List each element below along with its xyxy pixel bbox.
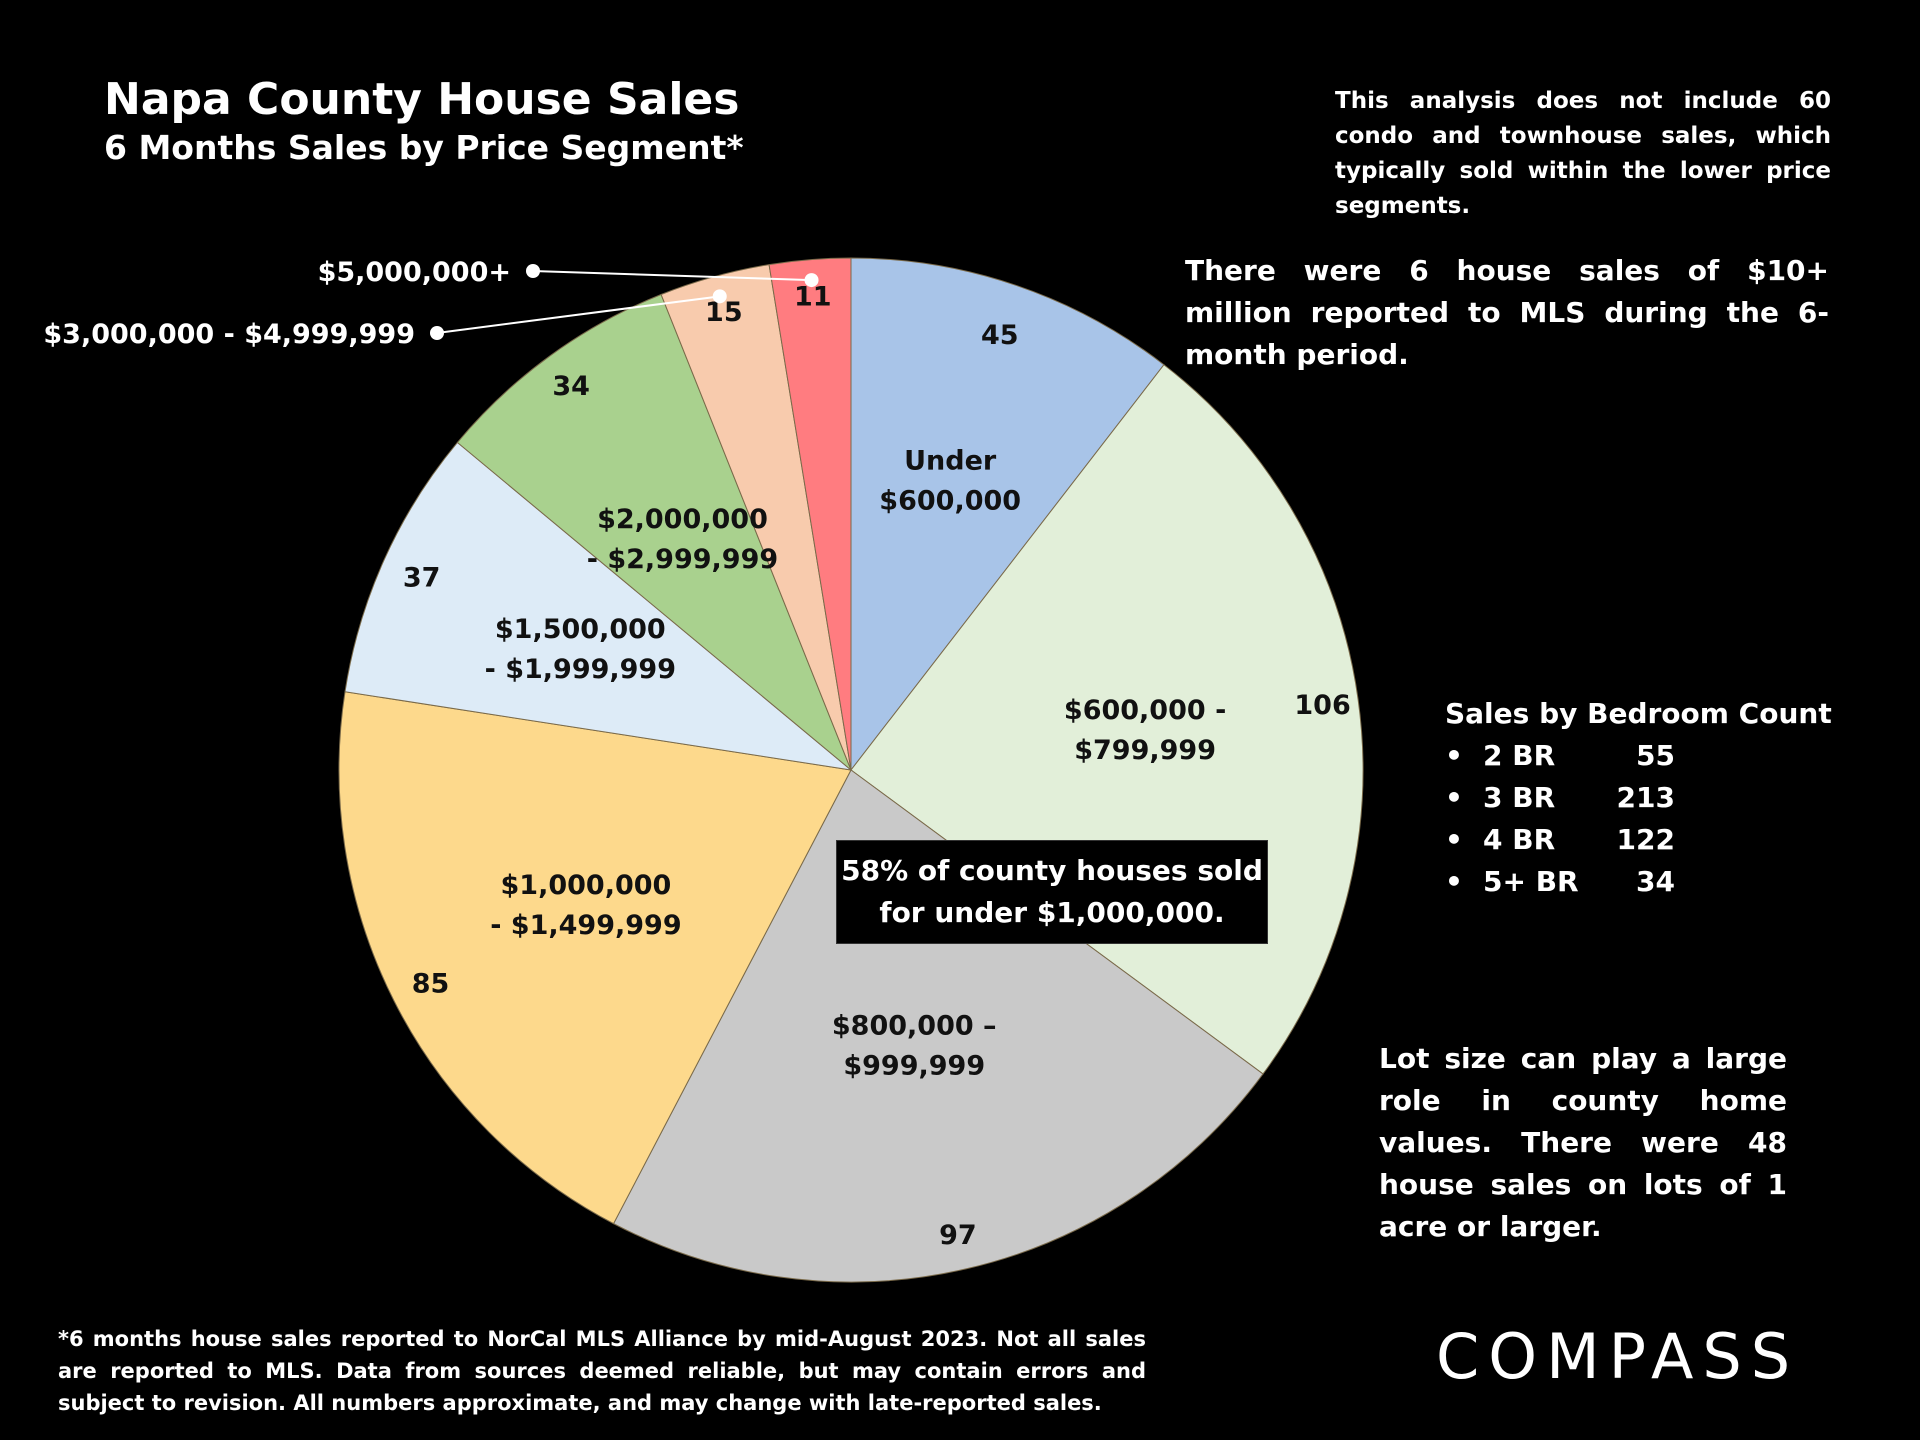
- callout-box: 58% of county houses sold for under $1,0…: [836, 840, 1268, 944]
- pie-slice: [850, 257, 1165, 772]
- slice-category-label: $999,999: [843, 1050, 985, 1081]
- bedroom-count: 55: [1636, 739, 1675, 772]
- slice-category-label: $3,000,000 - $4,999,999: [43, 319, 415, 350]
- slice-value-label: 85: [412, 968, 450, 999]
- bedroom-label: 4 BR: [1483, 823, 1556, 856]
- slice-value-label: 37: [403, 562, 441, 593]
- bedroom-list: • 2 BR 55 • 3 BR 213 • 4 BR 122 • 5+ BR 34: [1445, 735, 1832, 903]
- footnote: *6 months house sales reported to NorCal…: [58, 1327, 1146, 1415]
- slice-category-label: $5,000,000+: [318, 257, 511, 288]
- bedroom-count: 34: [1636, 865, 1675, 898]
- bedroom-count: 213: [1616, 781, 1675, 814]
- callout-line-2: for under $1,000,000.: [879, 896, 1225, 929]
- leader-dot: [430, 326, 444, 340]
- bedroom-heading: Sales by Bedroom Count: [1445, 697, 1832, 730]
- pie-slice: [344, 441, 853, 771]
- bedroom-item: • 2 BR 55: [1445, 735, 1832, 777]
- slice-category-label: $2,000,000: [597, 504, 768, 535]
- bedroom-label: 5+ BR: [1483, 865, 1579, 898]
- bedroom-label: 3 BR: [1483, 781, 1556, 814]
- callout-line-1: 58% of county houses sold: [841, 854, 1263, 887]
- bullet-icon: •: [1445, 739, 1463, 772]
- bedroom-count-panel: Sales by Bedroom Count • 2 BR 55 • 3 BR 213 …: [1445, 693, 1832, 903]
- pie-slice: [338, 691, 852, 1225]
- lot-size-note: Lot size can play a large role in county…: [1379, 1042, 1787, 1243]
- pie-slice: [612, 769, 1264, 1283]
- slice-category-label: - $2,999,999: [587, 544, 778, 575]
- bedroom-label: 2 BR: [1483, 739, 1556, 772]
- chart-title: Napa County House Sales: [104, 74, 740, 125]
- slice-value-label: 97: [939, 1220, 977, 1251]
- leader-line: [532, 270, 812, 282]
- slice-category-label: Under: [904, 445, 997, 476]
- bedroom-item: • 5+ BR 34: [1445, 861, 1832, 903]
- slice-category-label: - $1,999,999: [485, 654, 676, 685]
- chart-subtitle: 6 Months Sales by Price Segment*: [104, 128, 744, 167]
- slice-value-label: 106: [1294, 690, 1350, 721]
- bullet-icon: •: [1445, 781, 1463, 814]
- pie-slice: [768, 257, 852, 771]
- leader-dot: [526, 264, 540, 278]
- bedroom-count: 122: [1616, 823, 1675, 856]
- pie-slice: [456, 293, 852, 771]
- leader-dot: [804, 273, 819, 288]
- leader-dot: [712, 289, 727, 304]
- ten-million-note: There were 6 house sales of $10+ million…: [1185, 254, 1829, 371]
- slice-category-label: $1,000,000: [501, 870, 672, 901]
- slice-category-label: $799,999: [1074, 735, 1216, 766]
- slice-value-label: 45: [981, 320, 1019, 351]
- slice-category-label: $1,500,000: [495, 614, 666, 645]
- slice-category-label: - $1,499,999: [490, 910, 681, 941]
- slice-value-label: 34: [552, 371, 590, 402]
- condo-note: This analysis does not include 60 condo …: [1335, 88, 1831, 219]
- compass-logo: COMPASS: [1436, 1320, 1800, 1393]
- bedroom-item: • 4 BR 122: [1445, 819, 1832, 861]
- bullet-icon: •: [1445, 865, 1463, 898]
- slice-category-label: $600,000: [879, 485, 1021, 516]
- leader-line: [436, 295, 720, 334]
- bedroom-item: • 3 BR 213: [1445, 777, 1832, 819]
- slice-category-label: $600,000 -: [1064, 695, 1226, 726]
- bullet-icon: •: [1445, 823, 1463, 856]
- slice-category-label: $800,000 –: [832, 1010, 997, 1041]
- slice-value-label: 15: [705, 297, 743, 328]
